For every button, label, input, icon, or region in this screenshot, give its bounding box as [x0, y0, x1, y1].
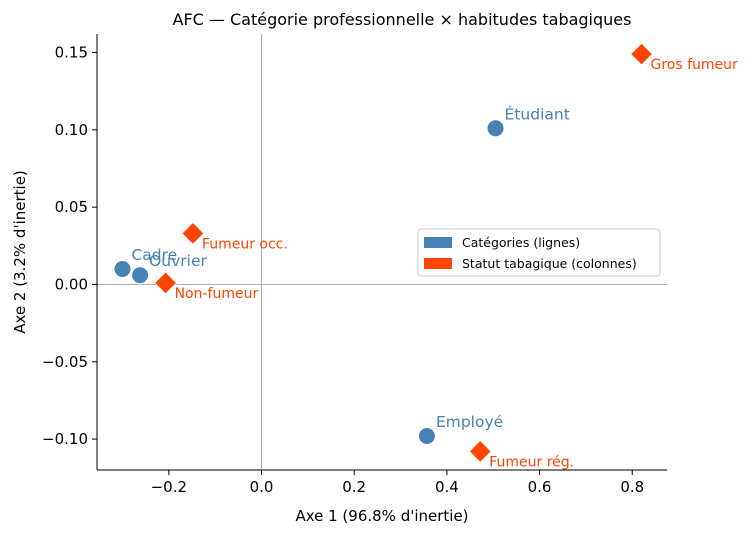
smoking-status-point [629, 42, 654, 66]
y-tick-label: −0.05 [42, 353, 88, 371]
legend-box [417, 228, 661, 277]
category-point-label: Employé [436, 413, 503, 431]
smoking-status-point-label: Fumeur occ. [202, 236, 288, 252]
category-point [113, 260, 132, 279]
y-tick-label: 0.15 [55, 44, 88, 62]
y-tick-label: 0.10 [55, 121, 88, 139]
x-tick-label: −0.2 [151, 478, 187, 496]
smoking-status-point-label: Fumeur rég. [489, 454, 574, 470]
data-points [113, 42, 654, 464]
smoking-status-point [181, 221, 205, 246]
x-tick-label: 0.0 [250, 478, 274, 496]
chart-title: AFC — Catégorie professionnelle × habitu… [173, 10, 632, 29]
smoking-status-point [153, 271, 178, 295]
x-tick-label: 0.4 [435, 478, 459, 496]
smoking-status-point-label: Non-fumeur [175, 286, 259, 302]
category-point-label: Ouvrier [149, 252, 207, 270]
y-tick-label: 0.05 [55, 198, 88, 216]
axes [96, 34, 667, 471]
y-tick-label: 0.00 [55, 275, 88, 293]
x-axis-ticks: −0.2 0.0 0.2 0.4 0.6 0.8 [151, 470, 644, 496]
legend: Catégories (lignes) Statut tabagique (col… [417, 228, 661, 277]
y-tick-label: −0.10 [42, 430, 88, 448]
legend-swatch [424, 237, 452, 248]
legend-entry-label: Statut tabagique (colonnes) [462, 256, 637, 271]
category-point-label: Étudiant [505, 104, 570, 123]
x-tick-label: 0.8 [620, 478, 644, 496]
x-tick-label: 0.6 [528, 478, 552, 496]
category-point [131, 266, 150, 285]
x-tick-label: 0.2 [342, 478, 366, 496]
y-axis-ticks: −0.10 −0.05 0.00 0.05 0.10 0.15 [42, 44, 97, 448]
y-axis-label: Axe 2 (3.2% d'inertie) [11, 170, 29, 334]
smoking-status-point [468, 439, 492, 464]
category-point-label: Cadre [131, 246, 177, 264]
legend-swatch [424, 258, 452, 269]
smoking-status-point-label: Gros fumeur [651, 57, 739, 73]
legend-entry-label: Catégories (lignes) [462, 235, 580, 250]
category-point [417, 426, 436, 445]
reference-lines [97, 34, 667, 470]
x-axis-label: Axe 1 (96.8% d'inertie) [295, 507, 468, 525]
category-point [486, 119, 505, 138]
